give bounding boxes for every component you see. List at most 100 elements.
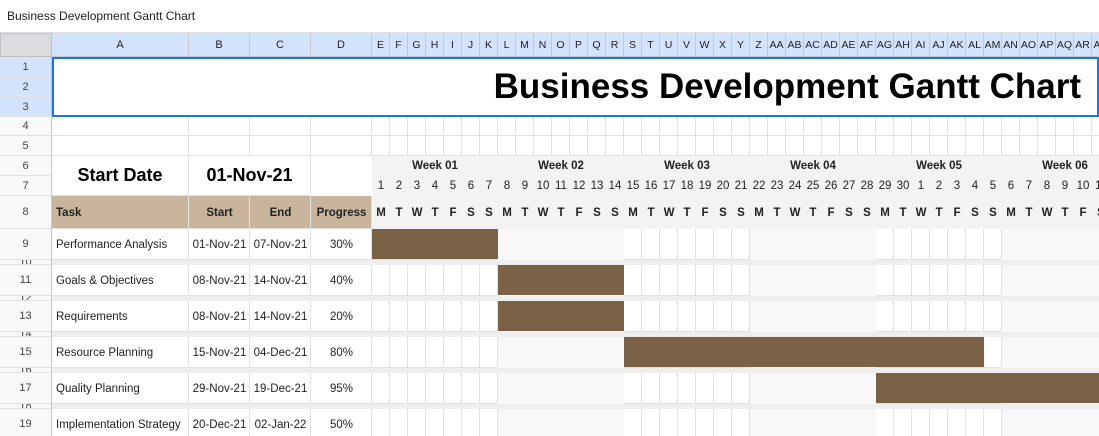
cell	[624, 301, 642, 332]
cell	[624, 373, 642, 404]
weekday: T	[557, 206, 565, 219]
weekday: T	[683, 206, 691, 219]
cell	[768, 373, 786, 404]
cell	[250, 176, 311, 196]
cell	[444, 196, 462, 229]
cell	[189, 229, 250, 260]
cell	[444, 176, 462, 196]
cell	[984, 196, 1002, 229]
document-title: Business Development Gantt Chart	[0, 0, 1099, 33]
cell	[876, 332, 894, 337]
column-header: W	[696, 33, 714, 57]
cell	[552, 337, 570, 368]
cell	[480, 296, 498, 301]
cell	[840, 301, 858, 332]
day-number: 10	[1076, 180, 1090, 192]
cell	[642, 229, 660, 260]
cell	[189, 368, 250, 373]
cell	[912, 368, 930, 373]
cell	[250, 368, 311, 373]
cell	[534, 296, 552, 301]
cell	[732, 332, 750, 337]
cell	[498, 117, 516, 136]
cell	[1002, 409, 1020, 436]
cell	[480, 409, 498, 436]
cell	[1038, 265, 1056, 296]
cell	[822, 260, 840, 265]
cell	[858, 260, 876, 265]
cell	[768, 176, 786, 196]
cell	[876, 265, 894, 296]
cell	[894, 136, 912, 156]
cell	[534, 337, 552, 368]
cell	[516, 409, 534, 436]
cell	[1038, 337, 1056, 368]
cell	[624, 156, 642, 176]
cell	[1038, 196, 1056, 229]
cell	[678, 296, 696, 301]
day-number: 7	[485, 180, 493, 192]
cell	[444, 301, 462, 332]
cell	[372, 368, 390, 373]
cell	[678, 117, 696, 136]
day-number: 23	[770, 180, 784, 192]
table-cell: 29-Nov-21	[192, 382, 247, 395]
cell	[840, 229, 858, 260]
cell	[588, 117, 606, 136]
column-header: M	[516, 33, 534, 57]
cell	[588, 332, 606, 337]
cell	[1092, 136, 1099, 156]
cell	[52, 176, 189, 196]
day-number: 13	[590, 180, 604, 192]
cell	[696, 156, 714, 176]
cell	[966, 156, 984, 176]
cell	[876, 176, 894, 196]
cell	[732, 260, 750, 265]
cell	[372, 265, 390, 296]
weekday: F	[953, 206, 961, 219]
cell	[498, 136, 516, 156]
cell	[480, 404, 498, 409]
row-header: 6	[0, 156, 52, 176]
cell	[732, 136, 750, 156]
cell	[984, 332, 1002, 337]
table-cell: 15-Nov-21	[192, 346, 247, 359]
cell	[372, 196, 390, 229]
cell	[1002, 404, 1020, 409]
cell	[444, 373, 462, 404]
row-header: 18	[0, 404, 52, 409]
cell	[426, 117, 444, 136]
cell	[912, 404, 930, 409]
cell	[696, 296, 714, 301]
cell	[570, 404, 588, 409]
cell	[966, 196, 984, 229]
cell	[804, 136, 822, 156]
cell	[534, 136, 552, 156]
weekday: M	[754, 206, 764, 219]
cell	[750, 229, 768, 260]
cell	[948, 196, 966, 229]
cell	[750, 409, 768, 436]
cell	[552, 332, 570, 337]
cell	[822, 332, 840, 337]
cell	[660, 301, 678, 332]
cell	[408, 409, 426, 436]
cell	[52, 196, 189, 229]
cell	[732, 117, 750, 136]
cell	[1002, 332, 1020, 337]
cell	[714, 409, 732, 436]
cell	[606, 117, 624, 136]
weekday: S	[863, 206, 871, 219]
day-number: 11	[1095, 180, 1099, 192]
cell	[1020, 337, 1038, 368]
cell	[660, 176, 678, 196]
cell	[1038, 409, 1056, 436]
cell	[786, 296, 804, 301]
column-header: I	[444, 33, 462, 57]
cell	[390, 117, 408, 136]
cell	[642, 296, 660, 301]
column-header: P	[570, 33, 588, 57]
cell	[984, 117, 1002, 136]
cell	[462, 136, 480, 156]
cell	[372, 332, 390, 337]
